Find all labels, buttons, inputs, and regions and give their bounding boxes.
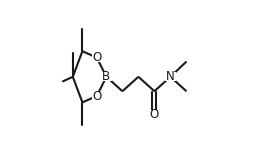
Bar	[92, 92, 102, 100]
Bar	[92, 53, 102, 62]
Bar	[165, 72, 176, 81]
Text: B: B	[102, 70, 111, 83]
Text: O: O	[150, 108, 159, 121]
Text: O: O	[92, 51, 101, 64]
Text: N: N	[166, 70, 175, 83]
Bar	[149, 110, 160, 119]
Text: O: O	[92, 89, 101, 103]
Bar	[101, 72, 112, 81]
